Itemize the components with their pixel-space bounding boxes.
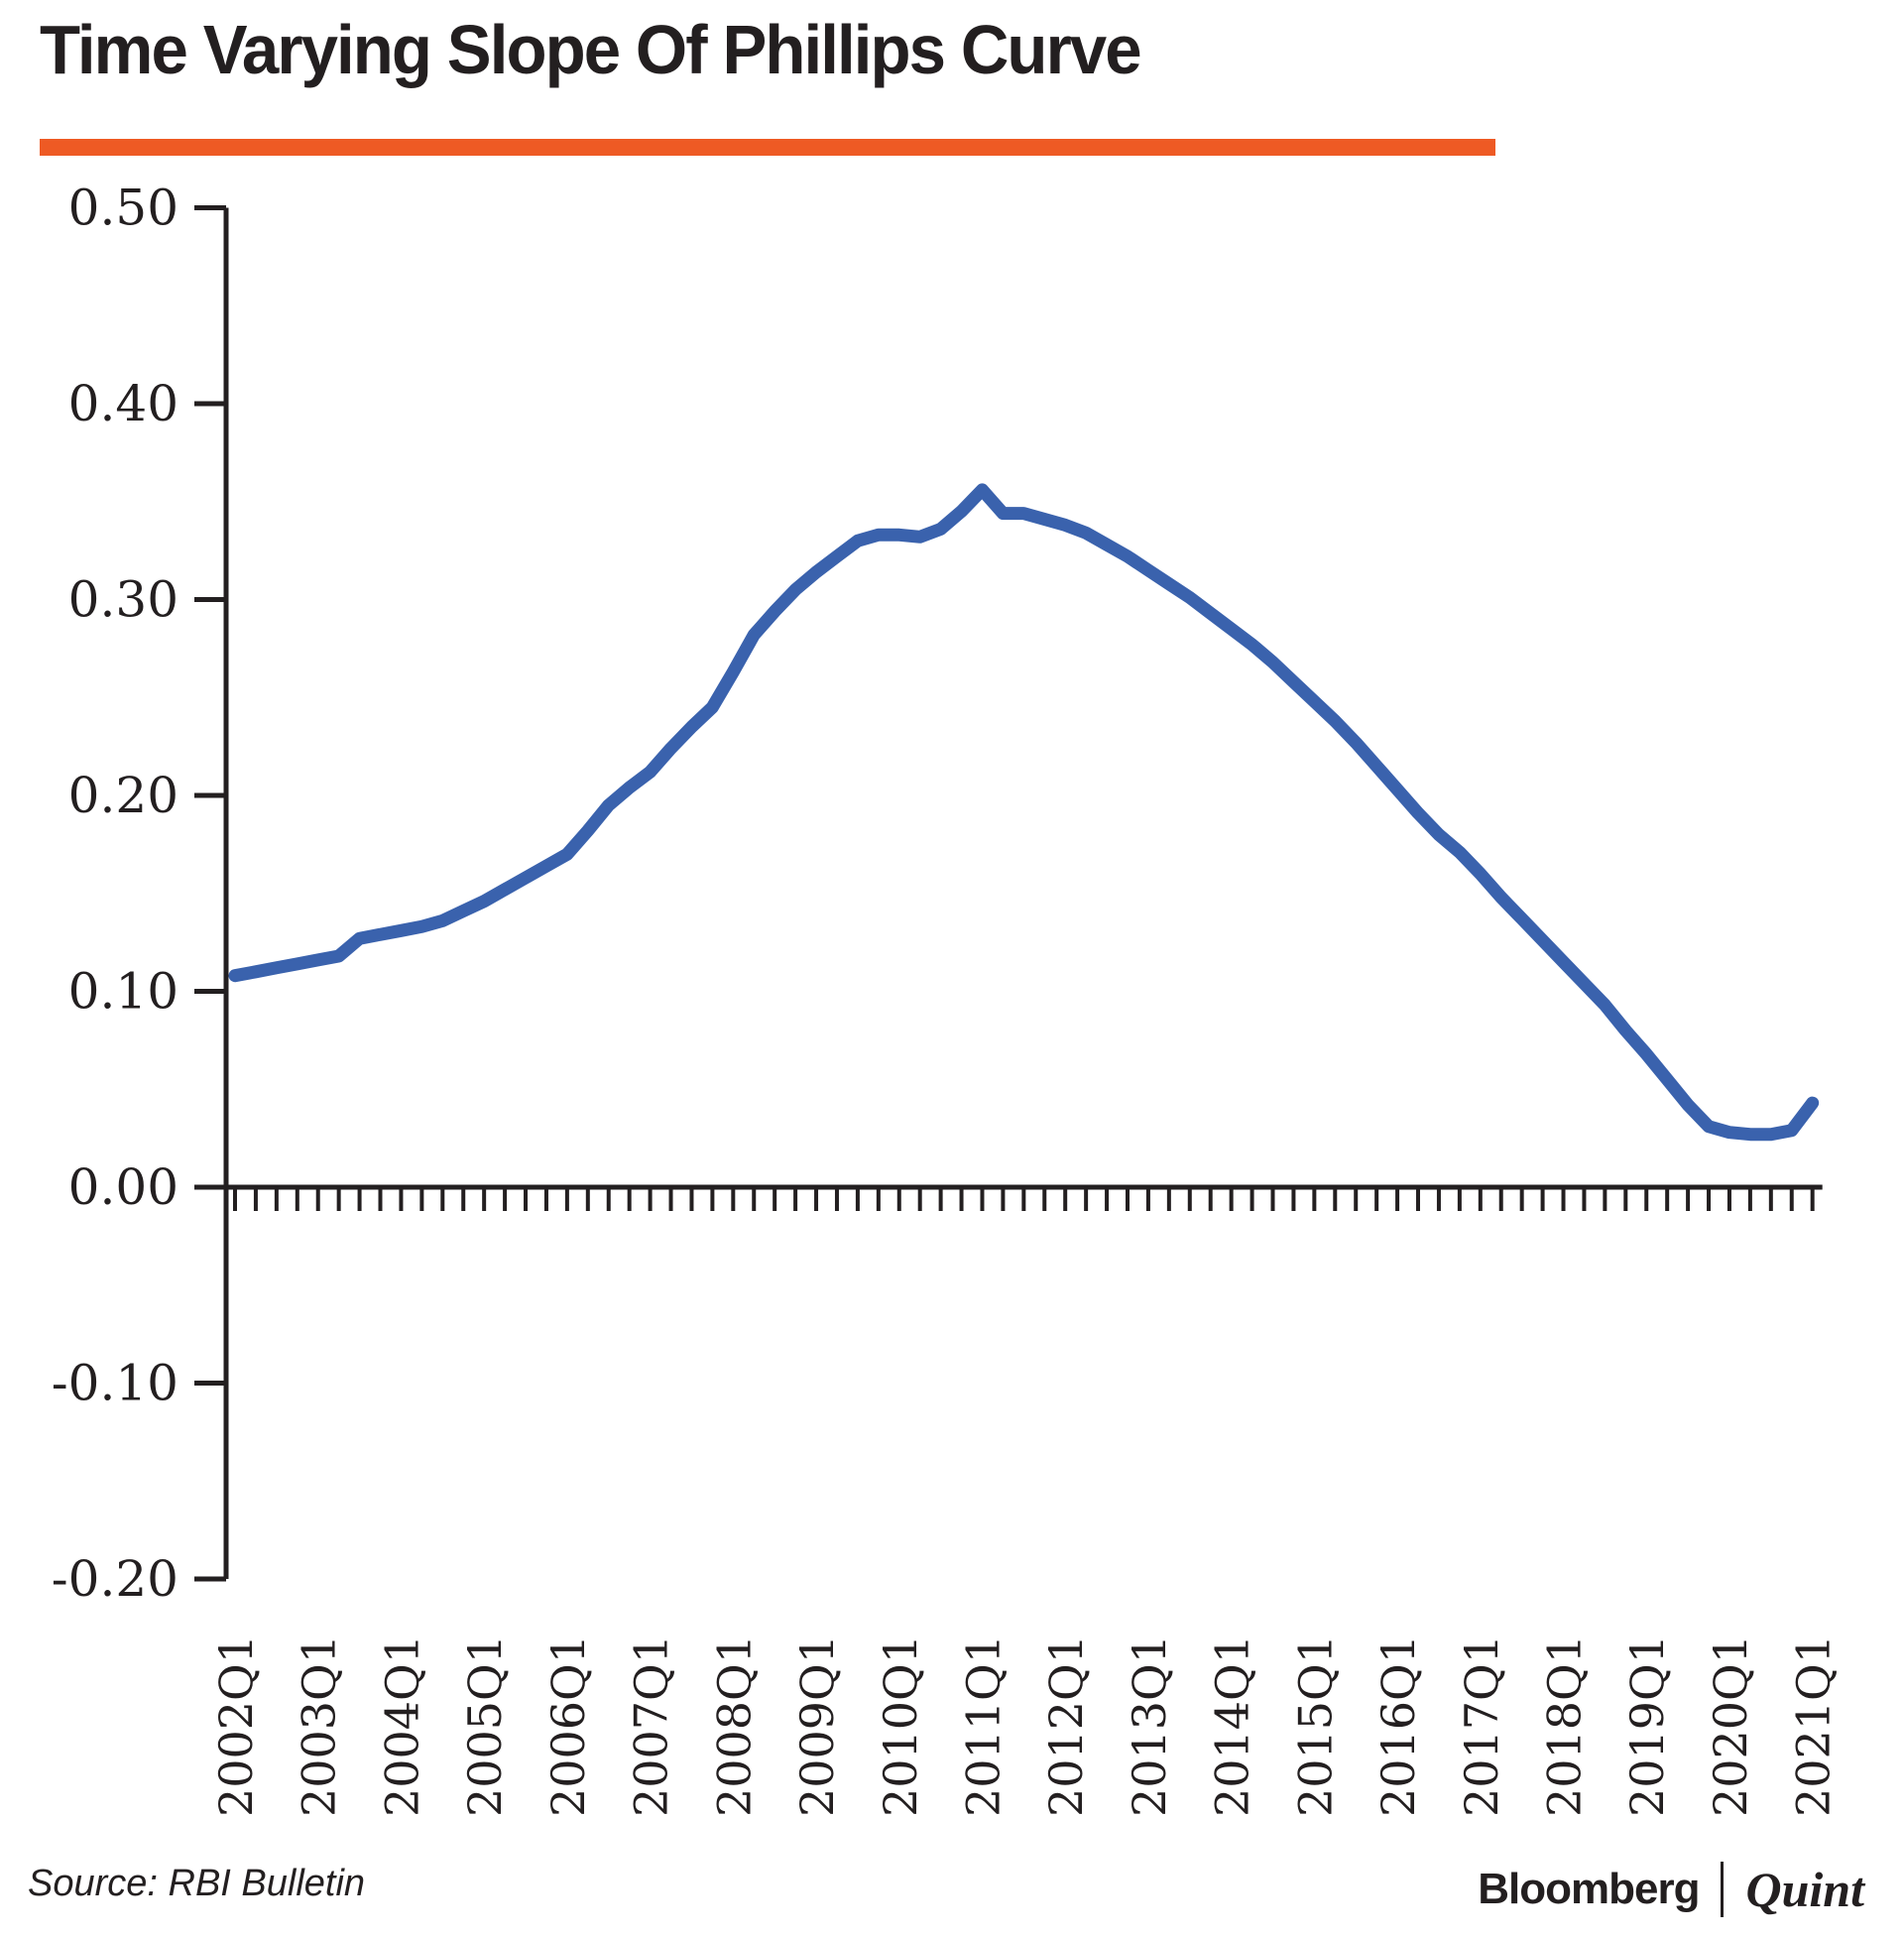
x-tick-label: 2004Q1 [375, 1635, 428, 1817]
x-tick-label: 2018Q1 [1538, 1635, 1592, 1817]
y-tick-label: 0.40 [68, 375, 178, 432]
x-tick-label: 2016Q1 [1371, 1635, 1425, 1817]
x-tick-label: 2021Q1 [1787, 1635, 1841, 1817]
x-tick-label: 2019Q1 [1620, 1635, 1674, 1817]
y-tick-label: -0.20 [52, 1550, 178, 1608]
page-title: Time Varying Slope Of Phillips Curve [40, 11, 1142, 88]
brand-separator [1721, 1862, 1725, 1917]
x-tick-label: 2008Q1 [707, 1635, 761, 1817]
x-tick-label: 2002Q1 [209, 1635, 263, 1817]
x-tick-label: 2017Q1 [1455, 1635, 1508, 1817]
brand-logo: Bloomberg Quint [1478, 1861, 1864, 1918]
x-tick-label: 2009Q1 [790, 1635, 844, 1817]
x-tick-label: 2015Q1 [1288, 1635, 1342, 1817]
x-tick-label: 2013Q1 [1123, 1635, 1176, 1817]
x-tick-label: 2011Q1 [956, 1635, 1010, 1817]
y-tick-label: 0.30 [68, 571, 178, 629]
title-accent-bar [40, 139, 1495, 156]
x-tick-label: 2003Q1 [293, 1635, 346, 1817]
y-tick-label: 0.10 [68, 963, 178, 1021]
phillips-curve-line [228, 483, 1820, 1142]
x-tick-label: 2006Q1 [541, 1635, 595, 1817]
brand-bloomberg: Bloomberg [1478, 1865, 1700, 1913]
y-tick-label: 0.50 [68, 180, 178, 237]
source-note: Source: RBI Bulletin [28, 1863, 366, 1904]
brand-quint: Quint [1745, 1862, 1864, 1917]
x-tick-label: 2007Q1 [625, 1635, 678, 1817]
x-tick-label: 2014Q1 [1206, 1635, 1259, 1817]
x-tick-label: 2010Q1 [874, 1635, 927, 1817]
y-tick-label: -0.10 [52, 1355, 178, 1412]
x-tick-label: 2012Q1 [1039, 1635, 1093, 1817]
y-tick-label: 0.20 [68, 767, 178, 824]
y-tick-label: 0.00 [68, 1158, 178, 1216]
x-tick-label: 2020Q1 [1704, 1635, 1757, 1817]
x-tick-label: 2005Q1 [458, 1635, 512, 1817]
